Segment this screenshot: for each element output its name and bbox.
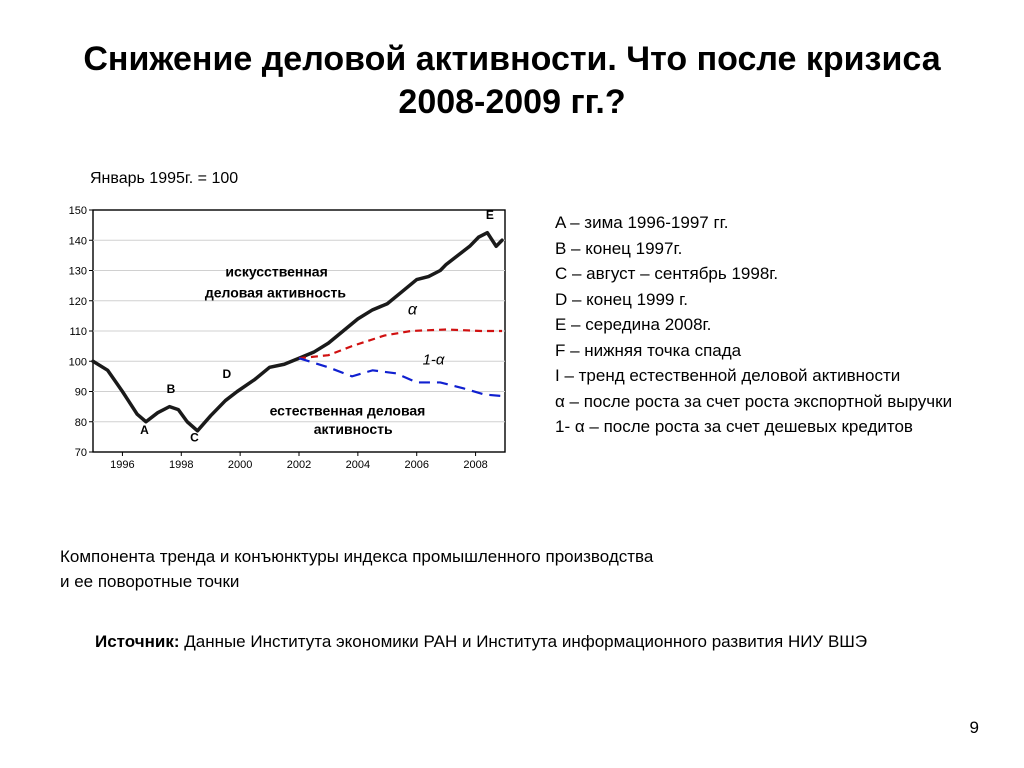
svg-text:2004: 2004: [346, 459, 370, 471]
line-chart: 70 80 90 100 110 120 130 140 150 1996 1998 2000 2002…: [55, 200, 515, 480]
svg-text:2000: 2000: [228, 459, 252, 471]
legend-item-c: C – август – сентябрь 1998г.: [555, 261, 985, 287]
svg-text:110: 110: [69, 326, 87, 338]
legend-item-e: E – середина 2008г.: [555, 312, 985, 338]
svg-text:1998: 1998: [169, 459, 193, 471]
chart-caption: Компонента тренда и конъюнктуры индекса …: [60, 545, 660, 594]
source-label: Источник:: [95, 632, 180, 651]
svg-text:1996: 1996: [110, 459, 134, 471]
svg-text:100: 100: [69, 356, 87, 368]
source-line: Источник: Данные Института экономики РАН…: [95, 630, 895, 655]
legend-item-b: B – конец 1997г.: [555, 236, 985, 262]
svg-text:2002: 2002: [287, 459, 311, 471]
svg-text:80: 80: [75, 417, 87, 429]
legend-list: A – зима 1996-1997 гг. B – конец 1997г. …: [555, 210, 985, 440]
svg-text:130: 130: [69, 266, 87, 278]
svg-text:E: E: [486, 208, 494, 222]
svg-text:1-α: 1-α: [423, 351, 445, 368]
source-text: Данные Института экономики РАН и Институ…: [180, 632, 868, 651]
legend-item-i: I – тренд естественной деловой активност…: [555, 363, 985, 389]
page-number: 9: [970, 718, 979, 738]
svg-text:D: D: [222, 367, 231, 381]
svg-text:B: B: [167, 382, 176, 396]
svg-text:A: A: [140, 423, 149, 437]
svg-text:2006: 2006: [404, 459, 428, 471]
svg-text:C: C: [190, 430, 199, 444]
svg-text:активность: активность: [314, 421, 393, 437]
legend-item-a: A – зима 1996-1997 гг.: [555, 210, 985, 236]
slide-title: Снижение деловой активности. Что после к…: [40, 38, 984, 123]
svg-text:90: 90: [75, 387, 87, 399]
svg-text:искусственная: искусственная: [225, 264, 327, 280]
svg-text:2008: 2008: [463, 459, 487, 471]
svg-text:естественная деловая: естественная деловая: [270, 403, 426, 419]
legend-item-one-minus-alpha: 1- α – после роста за счет дешевых креди…: [555, 414, 985, 440]
svg-text:α: α: [408, 301, 418, 318]
chart-area: 70 80 90 100 110 120 130 140 150 1996 1998 2000 2002…: [55, 200, 515, 480]
svg-text:деловая активность: деловая активность: [205, 285, 347, 301]
svg-text:120: 120: [69, 296, 87, 308]
svg-text:150: 150: [69, 205, 87, 217]
legend-item-f: F – нижняя точка спада: [555, 338, 985, 364]
svg-text:70: 70: [75, 447, 87, 459]
legend-item-alpha: α – после роста за счет роста экспортной…: [555, 389, 985, 415]
legend-item-d: D – конец 1999 г.: [555, 287, 985, 313]
svg-text:140: 140: [69, 235, 87, 247]
index-baseline-label: Январь 1995г. = 100: [90, 170, 238, 188]
